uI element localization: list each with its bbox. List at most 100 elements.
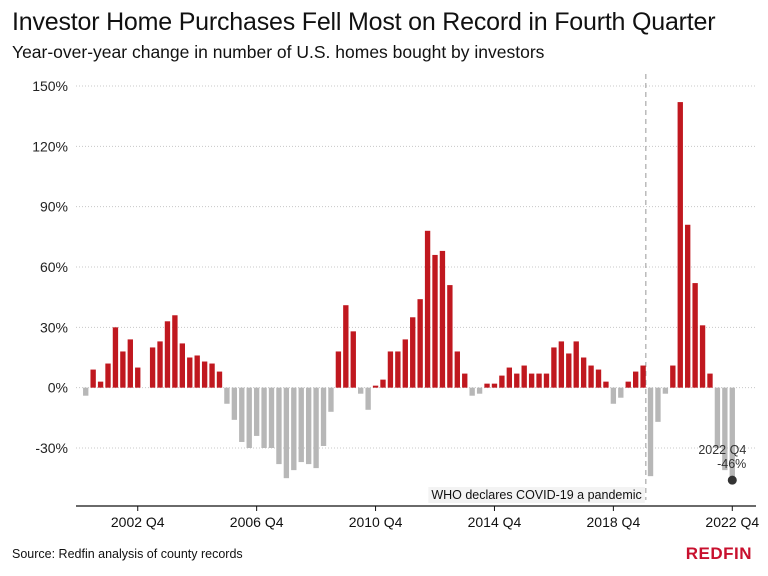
bar bbox=[179, 343, 186, 388]
bar bbox=[291, 387, 297, 471]
chart-title: Investor Home Purchases Fell Most on Rec… bbox=[12, 8, 716, 36]
bar bbox=[298, 387, 304, 463]
bar bbox=[439, 250, 446, 388]
bar bbox=[358, 387, 364, 394]
bar bbox=[566, 353, 572, 388]
y-tick-label: 30% bbox=[40, 319, 68, 335]
bar bbox=[216, 371, 223, 388]
x-tick-label: 2006 Q4 bbox=[230, 514, 284, 530]
y-tick-label: 120% bbox=[32, 138, 68, 154]
y-tick-label: -30% bbox=[35, 440, 68, 456]
y-tick-label: 60% bbox=[40, 259, 68, 275]
bar bbox=[105, 363, 111, 388]
bar bbox=[432, 254, 438, 388]
bar bbox=[187, 357, 193, 388]
bar bbox=[157, 341, 163, 388]
bar bbox=[328, 387, 334, 412]
bar bbox=[120, 351, 126, 388]
last-point-quarter-label: 2022 Q4 bbox=[698, 443, 746, 457]
bar bbox=[135, 367, 141, 388]
bar bbox=[588, 365, 594, 388]
y-tick-label: 0% bbox=[48, 380, 68, 396]
bar bbox=[231, 387, 238, 420]
bar bbox=[573, 341, 579, 388]
bar bbox=[276, 387, 282, 465]
x-tick-label: 2014 Q4 bbox=[468, 514, 522, 530]
bar bbox=[164, 321, 171, 388]
x-tick-label: 2010 Q4 bbox=[349, 514, 403, 530]
last-point-marker bbox=[727, 475, 737, 485]
bar bbox=[476, 387, 483, 394]
pandemic-label: WHO declares COVID-19 a pandemic bbox=[431, 488, 642, 502]
bar bbox=[335, 351, 342, 388]
bar bbox=[447, 285, 453, 388]
bar bbox=[647, 387, 654, 477]
bar bbox=[580, 357, 587, 388]
bar bbox=[491, 383, 498, 388]
bar bbox=[194, 355, 200, 388]
pandemic-label-background bbox=[428, 487, 645, 503]
bar bbox=[603, 381, 609, 388]
bar bbox=[246, 387, 252, 448]
bar bbox=[417, 299, 423, 388]
x-tick-label: 2018 Q4 bbox=[587, 514, 641, 530]
bar bbox=[402, 339, 408, 388]
bar bbox=[707, 373, 713, 388]
bar bbox=[670, 365, 676, 388]
chart-subtitle: Year-over-year change in number of U.S. … bbox=[12, 42, 545, 62]
bar bbox=[97, 381, 104, 388]
bar bbox=[521, 365, 527, 388]
bar bbox=[83, 387, 89, 396]
bar bbox=[506, 367, 513, 388]
bar bbox=[729, 387, 735, 481]
bar bbox=[655, 387, 661, 422]
bar bbox=[551, 347, 557, 388]
bar bbox=[224, 387, 230, 404]
bar bbox=[499, 375, 505, 388]
bar bbox=[677, 102, 683, 388]
bar bbox=[469, 387, 475, 396]
x-tick-label: 2022 Q4 bbox=[705, 514, 759, 530]
bar bbox=[692, 283, 698, 388]
bar bbox=[543, 373, 550, 388]
bar bbox=[350, 331, 356, 388]
bar bbox=[536, 373, 542, 388]
redfin-logo: REDFIN bbox=[685, 544, 752, 563]
bar bbox=[395, 351, 401, 388]
source-note: Source: Redfin analysis of county record… bbox=[12, 547, 243, 561]
bar bbox=[722, 387, 728, 471]
bar bbox=[424, 230, 431, 388]
bar bbox=[261, 387, 267, 448]
bar bbox=[632, 371, 639, 388]
bar bbox=[380, 379, 386, 388]
bar bbox=[90, 369, 96, 388]
bar bbox=[239, 387, 245, 442]
bar bbox=[714, 387, 721, 448]
bar bbox=[201, 361, 208, 388]
bar bbox=[514, 373, 520, 388]
bar bbox=[372, 385, 379, 388]
bar bbox=[528, 373, 535, 388]
bar bbox=[127, 339, 133, 388]
bar bbox=[618, 387, 624, 398]
bar bbox=[558, 341, 565, 388]
bar bbox=[283, 387, 290, 479]
bar bbox=[699, 325, 706, 388]
bar bbox=[640, 365, 646, 388]
y-tick-label: 90% bbox=[40, 199, 68, 215]
bar bbox=[112, 327, 119, 388]
bar bbox=[484, 383, 490, 388]
last-point-value-label: -46% bbox=[717, 457, 746, 471]
bar bbox=[685, 224, 691, 388]
bar bbox=[387, 351, 394, 388]
bar bbox=[454, 351, 460, 388]
bar bbox=[625, 381, 631, 388]
x-tick-label: 2002 Q4 bbox=[111, 514, 165, 530]
bar bbox=[305, 387, 312, 465]
bar bbox=[268, 387, 275, 448]
bar bbox=[410, 317, 416, 388]
bar bbox=[320, 387, 327, 446]
bar bbox=[462, 373, 468, 388]
y-tick-label: 150% bbox=[32, 78, 68, 94]
